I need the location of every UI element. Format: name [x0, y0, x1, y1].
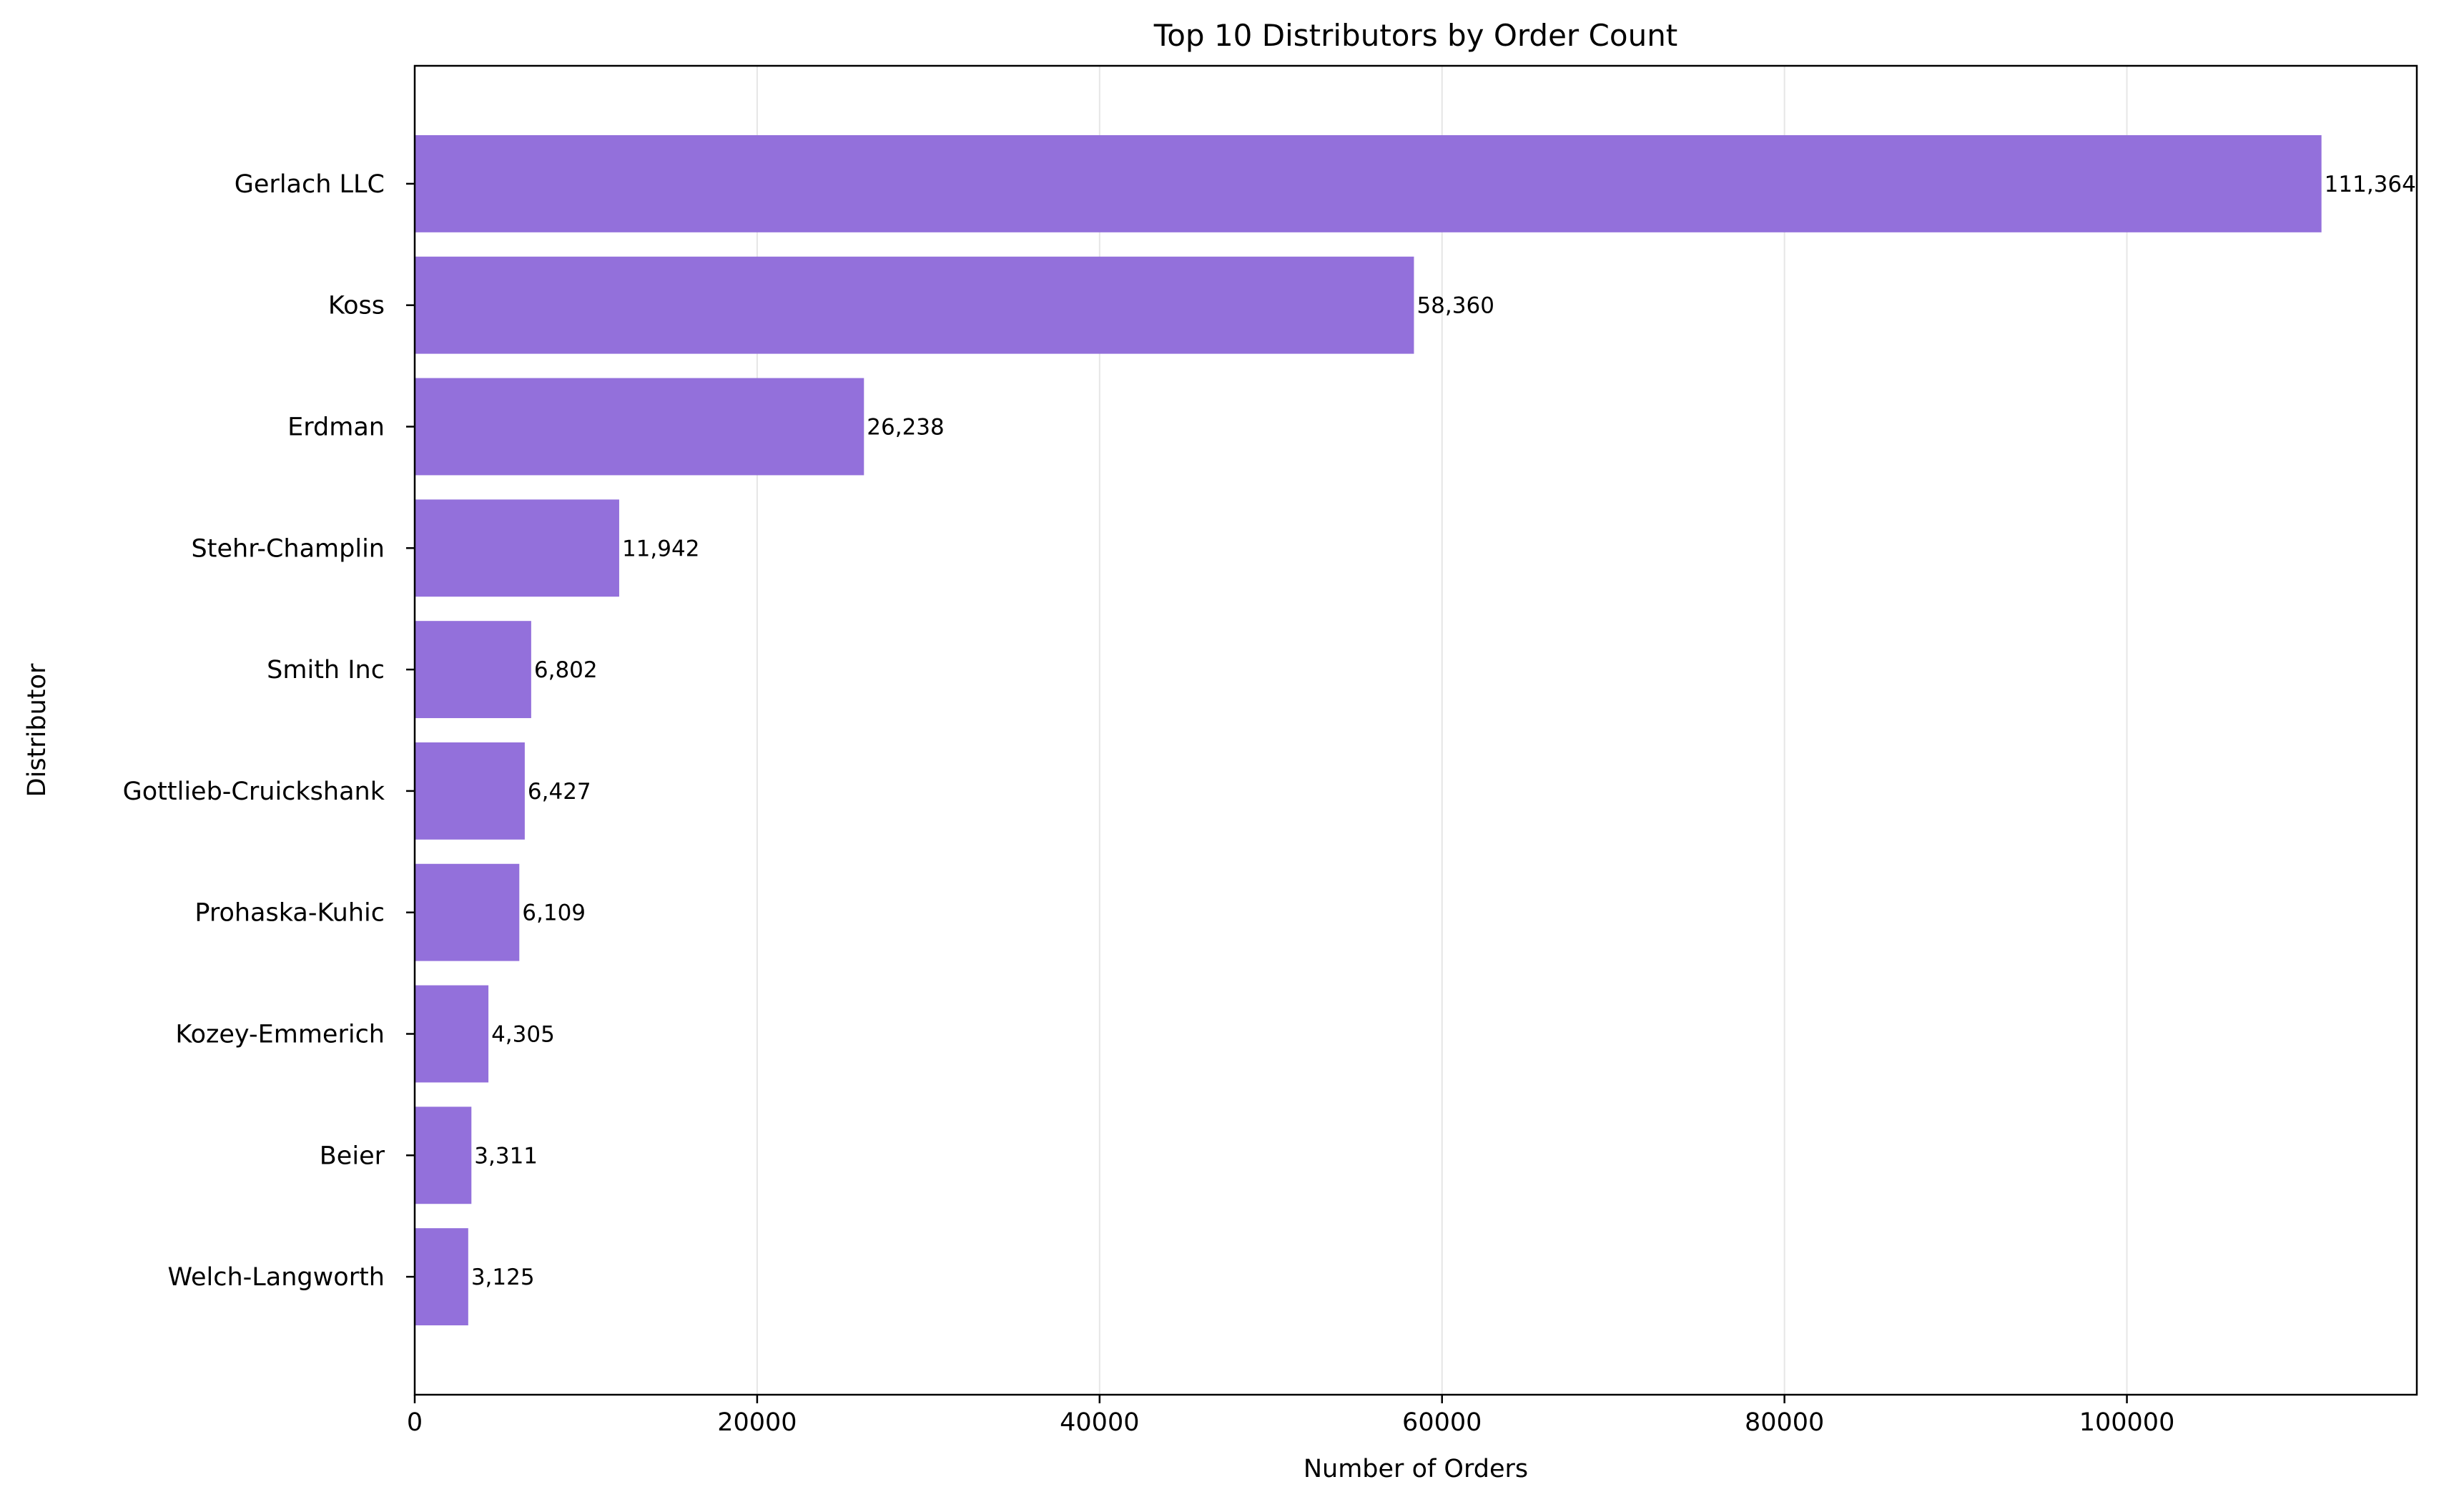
- bar: [415, 1228, 468, 1326]
- y-tick-label: Welch-Langworth: [167, 1263, 385, 1292]
- x-tick-label: 40000: [1060, 1408, 1139, 1437]
- bars: [415, 134, 2322, 1326]
- data-label: 3,125: [471, 1265, 535, 1290]
- bar: [415, 134, 2322, 232]
- data-label: 11,942: [622, 536, 699, 561]
- bar: [415, 1106, 472, 1204]
- data-label: 6,427: [528, 779, 591, 805]
- x-tick-label: 20000: [717, 1408, 797, 1437]
- data-label: 111,364: [2325, 172, 2416, 197]
- x-tick-label: 80000: [1745, 1408, 1824, 1437]
- x-axis-ticks: 0 20000 40000 60000 80000 100000: [407, 1395, 2174, 1437]
- x-tick-label: 60000: [1402, 1408, 1482, 1437]
- data-label: 3,311: [474, 1143, 538, 1169]
- y-tick-label: Koss: [328, 292, 385, 320]
- chart-title: Top 10 Distributors by Order Count: [1153, 18, 1678, 53]
- data-label: 6,109: [522, 900, 586, 926]
- y-tick-label: Gerlach LLC: [235, 170, 385, 199]
- y-tick-label: Prohaska-Kuhic: [194, 899, 385, 928]
- bar: [415, 256, 1414, 354]
- bar: [415, 378, 864, 476]
- data-label: 6,802: [534, 657, 598, 683]
- data-label: 58,360: [1416, 293, 1494, 319]
- y-tick-label: Smith Inc: [267, 656, 385, 684]
- y-tick-label: Kozey-Emmerich: [175, 1021, 385, 1049]
- data-labels: 111,364 58,360 26,238 11,942 6,802 6,427 6,109…: [471, 172, 2416, 1290]
- x-axis-label: Number of Orders: [1304, 1455, 1528, 1483]
- bar: [415, 621, 531, 719]
- plot-frame: [413, 64, 2418, 1396]
- x-tick-label: 100000: [2079, 1408, 2175, 1437]
- bar: [415, 985, 489, 1083]
- bar: [415, 742, 525, 840]
- y-tick-label: Erdman: [287, 413, 385, 442]
- bar: [415, 499, 619, 597]
- y-axis-label: Distributor: [23, 663, 51, 797]
- y-tick-label: Stehr-Champlin: [192, 534, 385, 563]
- data-label: 26,238: [867, 415, 944, 441]
- bar: [415, 863, 520, 961]
- y-tick-label: Gottlieb-Cruickshank: [123, 777, 385, 806]
- data-label: 4,305: [491, 1022, 555, 1048]
- x-tick-label: 0: [407, 1408, 423, 1437]
- y-axis-ticks: Gerlach LLC Koss Erdman Stehr-Champlin Smith…: [123, 170, 415, 1292]
- y-tick-label: Beier: [320, 1142, 385, 1170]
